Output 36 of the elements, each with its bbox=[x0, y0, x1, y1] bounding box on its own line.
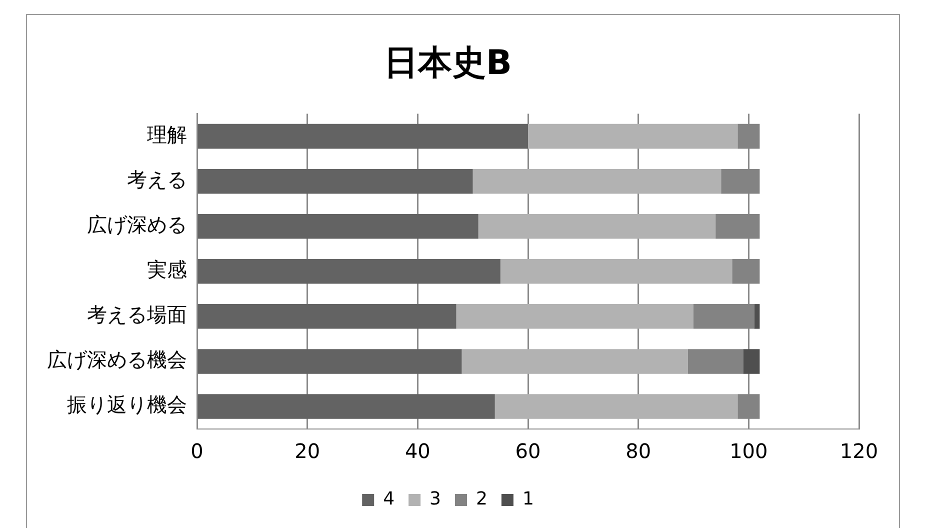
bar bbox=[198, 349, 462, 374]
y-tick-label: 考える bbox=[127, 168, 187, 192]
x-tick-label: 100 bbox=[730, 439, 768, 464]
y-tick-label: 理解 bbox=[147, 122, 187, 147]
x-tick-label: 40 bbox=[404, 439, 430, 464]
bar bbox=[494, 394, 738, 419]
bar bbox=[198, 214, 478, 239]
legend-label: 3 bbox=[430, 488, 441, 510]
y-tick-label: 広げ深める機会 bbox=[47, 348, 187, 372]
legend-label: 4 bbox=[383, 488, 395, 510]
x-tick-label: 20 bbox=[294, 439, 320, 464]
bar bbox=[462, 349, 688, 374]
bar bbox=[478, 214, 716, 239]
bar bbox=[688, 349, 744, 374]
x-tick-label: 0 bbox=[190, 439, 204, 464]
x-tick-label: 120 bbox=[840, 439, 878, 464]
bar bbox=[500, 259, 732, 284]
bar bbox=[754, 304, 760, 329]
bar bbox=[198, 304, 456, 329]
bar bbox=[472, 168, 722, 194]
bar bbox=[528, 124, 738, 149]
bar bbox=[198, 259, 500, 284]
y-tick-label: 広げ深める bbox=[87, 212, 187, 237]
chart-title: 日本史B bbox=[384, 43, 512, 84]
x-tick-label: 60 bbox=[515, 439, 541, 464]
y-tick-label: 振り返り機会 bbox=[67, 392, 187, 417]
legend-label: 1 bbox=[522, 488, 534, 510]
bar bbox=[743, 349, 760, 374]
bar bbox=[198, 168, 473, 194]
bar bbox=[198, 394, 495, 419]
y-tick-label: 実感 bbox=[147, 258, 187, 282]
legend-label: 2 bbox=[476, 488, 488, 510]
x-tick-label: 80 bbox=[626, 439, 652, 464]
y-tick-label: 考える場面 bbox=[87, 302, 187, 327]
bar bbox=[456, 304, 694, 329]
bar bbox=[198, 124, 528, 149]
